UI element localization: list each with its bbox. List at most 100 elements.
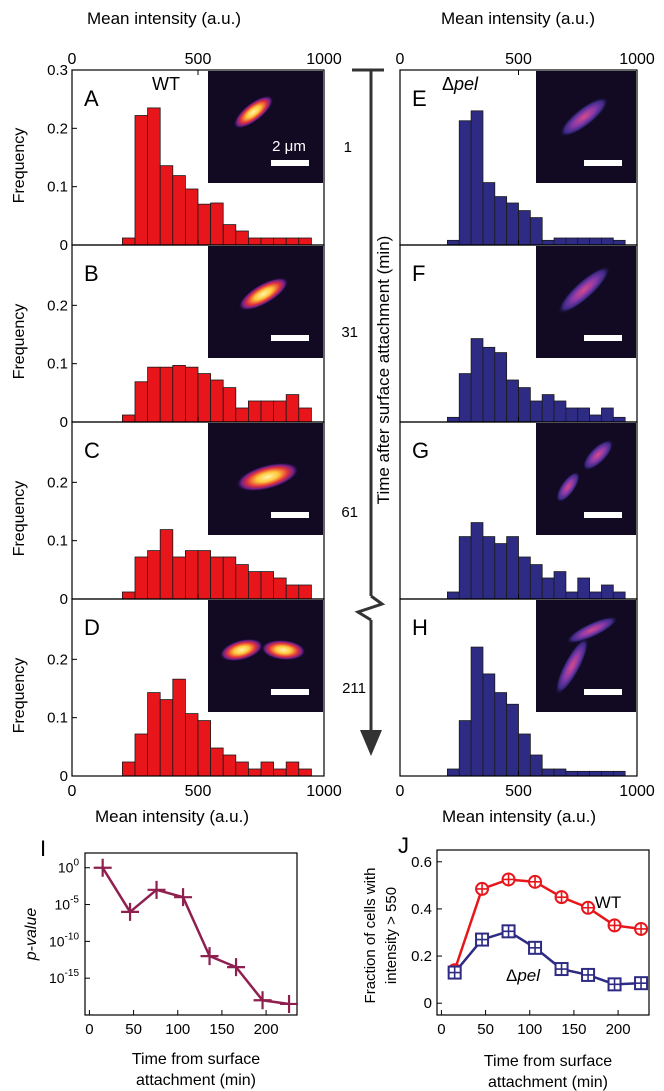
series-label-delta: Δ [506,966,517,985]
y-tick-label: 10-15 [49,968,79,986]
histogram-bar [172,175,186,246]
histogram-bar [446,768,460,777]
panel-F: F [399,244,638,423]
histogram-bar [482,673,496,777]
scale-bar [271,689,309,695]
data-point-cross [582,968,595,981]
histogram-bar [260,761,274,777]
bottom-xlabel-left: Mean intensity (a.u.) [95,807,249,826]
data-point-cross [529,941,542,954]
histogram-bar [273,768,287,777]
y-tick-exponent: 0 [73,858,79,869]
histogram-bar [541,239,555,246]
histogram-bar [159,366,174,423]
histogram-bar [197,550,211,600]
y-tick-label: 0.1 [47,710,68,727]
x-tick-label-top: 0 [396,51,405,68]
time-mark-31: 31 [341,324,358,341]
panel-letter: H [412,615,428,640]
histogram-bar [529,754,543,777]
x-tick-label: 0 [437,1021,445,1038]
histogram-bar [159,165,174,246]
histogram-bar [134,115,148,246]
data-point-plus [121,902,140,921]
histogram-bar [541,577,555,600]
bacterium-cell [238,277,289,311]
data-point-cross [448,966,461,979]
x-tick-label-top: 0 [68,51,77,68]
panel-letter: B [84,261,99,286]
top-xlabel-right: Mean intensity (a.u.) [441,9,595,28]
histogram-bar [184,188,199,246]
histogram-bar [470,338,484,423]
bacterium-cell [556,471,580,503]
x-axis-label-line2: attachment (min) [136,1072,256,1089]
histogram-bar [134,381,148,423]
time-axis-label: Time after surface attachment (min) [374,236,393,505]
histogram-bar [458,536,472,600]
histogram-bar [601,770,614,777]
x-tick-label: 150 [561,1021,586,1038]
histogram-bar [506,703,519,777]
histogram-bar [298,768,312,777]
histogram-bar [458,120,472,246]
histogram-bar [298,237,312,246]
histogram-bar [446,239,460,246]
histogram-bar [247,237,262,246]
panel-A: 2 μm A WT 0 0.1 0.2 0.3 Frequency 0 500 1000 [11,51,342,254]
x-tick-label: 50 [477,1021,494,1038]
histogram-bar [298,584,312,600]
y-tick-label: 0.4 [411,901,432,918]
data-point-cross [502,925,515,938]
histogram-bar [122,237,136,246]
histogram-bar [222,387,237,423]
histogram-bar [235,230,249,246]
x-tick-label-bottom: 1000 [619,783,655,800]
y-tick-label: 0.1 [47,356,68,373]
panel-letter: E [412,86,427,111]
data-point-cross [476,933,489,946]
scale-bar [584,335,622,341]
y-tick-label: 0.2 [47,474,68,491]
histogram-bar [494,543,508,600]
histogram-bar [470,646,484,777]
histogram-bar [247,400,262,423]
data-point-plus [253,991,272,1010]
plot-frame [84,852,298,1016]
y-tick-label: 0.6 [411,854,432,871]
histogram-bar [577,577,591,600]
y-tick-label: 0 [60,414,68,431]
histogram-bar [601,584,614,600]
histogram-bar [577,407,591,423]
plot-frame [436,849,650,1016]
panel-G: G [399,421,638,600]
panel-D: D 0 0.1 0.2 Frequency 0 500 1000 [11,598,342,800]
histogram-bar [518,556,531,600]
scale-bar [584,689,622,695]
histogram-bar [197,203,211,246]
data-point-plus [200,947,219,966]
strain-label-pel: Δpel [442,74,479,94]
panel-letter: J [398,833,409,858]
time-mark-211: 211 [342,680,366,697]
time-mark-1: 1 [344,139,352,156]
histogram-bar [235,761,249,777]
panel-J: J 0 0.2 0.4 0.6 0 50 100 150 200 Fraction of cells… [362,833,650,1091]
histogram-bar [612,416,626,423]
data-point-cross [582,901,595,914]
y-axis-label: Frequency [11,481,28,557]
histogram-bar [147,550,161,600]
histogram-bar [159,699,174,777]
y-tick-label: 0.2 [47,651,68,668]
histogram-bar [446,416,460,423]
bacterium-cell [559,97,609,137]
series-label-wt: WT [595,893,621,912]
time-arrow [352,68,386,735]
histogram-bar [541,768,555,777]
y-axis-label: p-value [23,908,40,962]
histogram-bar [222,224,237,246]
histogram-bar [565,237,579,246]
histogram-bar [285,584,300,600]
histogram-bar [159,529,174,600]
